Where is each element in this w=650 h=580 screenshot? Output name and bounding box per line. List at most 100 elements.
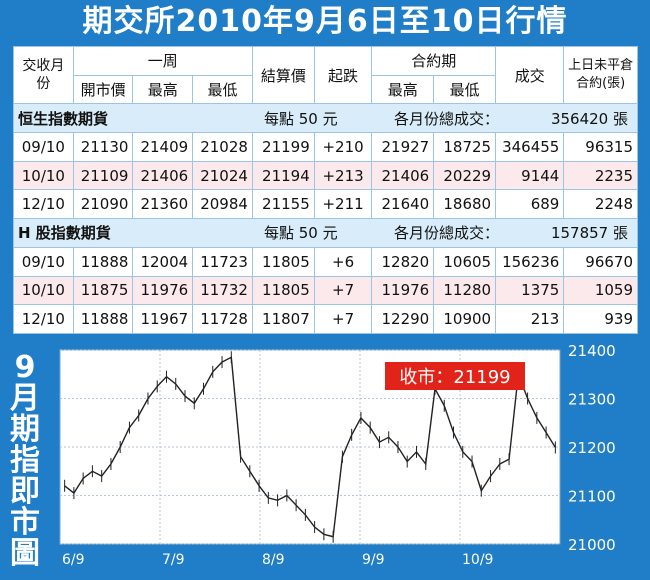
header-open: 開市價 bbox=[72, 74, 134, 105]
chart-label-char: 月 bbox=[10, 381, 40, 416]
cell-high: 11967 bbox=[132, 304, 194, 334]
cell-cp-high: 21640 bbox=[371, 189, 435, 220]
cell-cp-high: 12820 bbox=[371, 246, 435, 277]
group-row: 恒生指數期貨 每點 50 元 各月份總成交： 356420 張 bbox=[13, 103, 638, 134]
cell-month: 12/10 bbox=[13, 189, 74, 220]
header-high: 最高 bbox=[132, 74, 194, 105]
chart-svg: 21400 21300 21200 21100 21000 6/9 7/9 8/9 9/9 10/… bbox=[59, 342, 616, 568]
close-label: 收市：21199 bbox=[399, 367, 510, 388]
group-per-point: 每點 50 元 bbox=[264, 109, 338, 128]
cell-oi: 939 bbox=[563, 304, 638, 334]
series-line bbox=[64, 356, 556, 538]
cell-change: +6 bbox=[313, 246, 373, 277]
cell-open: 11888 bbox=[72, 304, 134, 334]
header-cp-high: 最高 bbox=[371, 74, 435, 105]
header-volume: 成交 bbox=[495, 45, 565, 105]
cell-cp-high: 21406 bbox=[371, 160, 435, 191]
header-change: 起跌 bbox=[313, 45, 373, 105]
chart-label-char: 圖 bbox=[10, 536, 40, 571]
cell-oi: 96670 bbox=[563, 246, 638, 277]
header-week: 一周 bbox=[72, 46, 253, 76]
cell-oi: 2248 bbox=[563, 189, 638, 220]
x-tick-label: 10/9 bbox=[462, 552, 493, 568]
cell-high: 21406 bbox=[132, 160, 194, 191]
intraday-chart: 21400 21300 21200 21100 21000 6/9 7/9 8/9 9/9 10/… bbox=[50, 342, 646, 576]
x-tick-label: 7/9 bbox=[162, 552, 185, 568]
group-total-label: 各月份總成交： bbox=[394, 109, 500, 128]
chart-label-char: 市 bbox=[10, 505, 40, 540]
x-tick-label: 8/9 bbox=[262, 552, 285, 568]
chart-label-char: 9 bbox=[14, 350, 36, 385]
x-tick-label: 6/9 bbox=[62, 552, 85, 568]
cell-volume: 346455 bbox=[495, 132, 565, 162]
cell-change: +7 bbox=[313, 275, 373, 306]
cell-high: 11976 bbox=[132, 275, 194, 306]
table-row: 10/10 11875 11976 11732 11805 +7 11976 11280 137… bbox=[13, 275, 638, 306]
cell-low: 11728 bbox=[192, 304, 253, 334]
cell-open: 21130 bbox=[72, 132, 134, 162]
cell-cp-high: 21927 bbox=[371, 132, 435, 162]
chart-label-char: 指 bbox=[10, 443, 40, 478]
cell-open: 11875 bbox=[72, 275, 134, 306]
cell-low: 20984 bbox=[192, 189, 253, 220]
y-tick-label: 21300 bbox=[568, 391, 616, 409]
header-contract-month: 交收月份 bbox=[13, 45, 74, 105]
cell-change: +7 bbox=[313, 304, 373, 334]
cell-cp-low: 18725 bbox=[433, 132, 497, 162]
group-total-label: 各月份總成交： bbox=[394, 224, 500, 243]
cell-volume: 1375 bbox=[495, 275, 565, 306]
cell-cp-low: 20229 bbox=[433, 160, 497, 191]
cell-high: 21409 bbox=[132, 132, 194, 162]
header-low: 最低 bbox=[192, 74, 253, 105]
cell-volume: 9144 bbox=[495, 160, 565, 191]
group-name: H 股指數期貨 bbox=[18, 224, 111, 243]
close-label-box bbox=[385, 362, 525, 390]
y-tick-label: 21100 bbox=[568, 488, 616, 506]
cell-cp-low: 11280 bbox=[433, 275, 497, 306]
group-total-value: 157857 張 bbox=[550, 224, 628, 243]
header-open-interest: 上日未平倉合約(張) bbox=[563, 45, 638, 105]
cell-month: 10/10 bbox=[13, 275, 74, 306]
x-tick-label: 9/9 bbox=[362, 552, 385, 568]
table-row: 09/10 21130 21409 21028 21199 +210 21927 18725 3… bbox=[13, 132, 638, 162]
cell-open: 11888 bbox=[72, 246, 134, 277]
cell-low: 21028 bbox=[192, 132, 253, 162]
cell-cp-high: 12290 bbox=[371, 304, 435, 334]
group-row: H 股指數期貨 每點 50 元 各月份總成交： 157857 張 bbox=[13, 218, 638, 248]
cell-settle: 21194 bbox=[251, 160, 315, 191]
y-tick-label: 21200 bbox=[568, 439, 616, 457]
header-row-1: 交收月份 一周 結算價 起跌 合約期 成交 上日未平倉合約(張) bbox=[13, 45, 638, 105]
cell-cp-low: 18680 bbox=[433, 189, 497, 220]
cell-volume: 689 bbox=[495, 189, 565, 220]
cell-change: +211 bbox=[313, 189, 373, 220]
cell-settle: 11805 bbox=[251, 246, 315, 277]
header-settle: 結算價 bbox=[251, 45, 315, 105]
cell-month: 10/10 bbox=[13, 160, 74, 191]
cell-high: 12004 bbox=[132, 246, 194, 277]
cell-open: 21109 bbox=[72, 160, 134, 191]
group-header: 恒生指數期貨 每點 50 元 各月份總成交： 356420 張 bbox=[13, 103, 638, 134]
cell-month: 12/10 bbox=[13, 304, 74, 334]
cell-month: 09/10 bbox=[13, 132, 74, 162]
cell-change: +210 bbox=[313, 132, 373, 162]
cell-low: 21024 bbox=[192, 160, 253, 191]
cell-volume: 156236 bbox=[495, 246, 565, 277]
group-header: H 股指數期貨 每點 50 元 各月份總成交： 157857 張 bbox=[13, 218, 638, 248]
quotes-table: 交收月份 一周 結算價 起跌 合約期 成交 上日未平倉合約(張) 開市價 最高 … bbox=[13, 45, 638, 334]
group-name: 恒生指數期貨 bbox=[18, 109, 109, 128]
header-cp-low: 最低 bbox=[433, 74, 497, 105]
cell-cp-low: 10900 bbox=[433, 304, 497, 334]
cell-cp-high: 11976 bbox=[371, 275, 435, 306]
cell-cp-low: 10605 bbox=[433, 246, 497, 277]
cell-oi: 1059 bbox=[563, 275, 638, 306]
group-total-value: 356420 張 bbox=[550, 109, 628, 128]
cell-settle: 21155 bbox=[251, 189, 315, 220]
y-tick-label: 21000 bbox=[568, 536, 616, 554]
group-per-point: 每點 50 元 bbox=[264, 224, 338, 243]
cell-volume: 213 bbox=[495, 304, 565, 334]
chart-label-char: 期 bbox=[10, 412, 40, 447]
cell-low: 11732 bbox=[192, 275, 253, 306]
table-row: 10/10 21109 21406 21024 21194 +213 21406 20229 9… bbox=[13, 160, 638, 191]
cell-settle: 11807 bbox=[251, 304, 315, 334]
